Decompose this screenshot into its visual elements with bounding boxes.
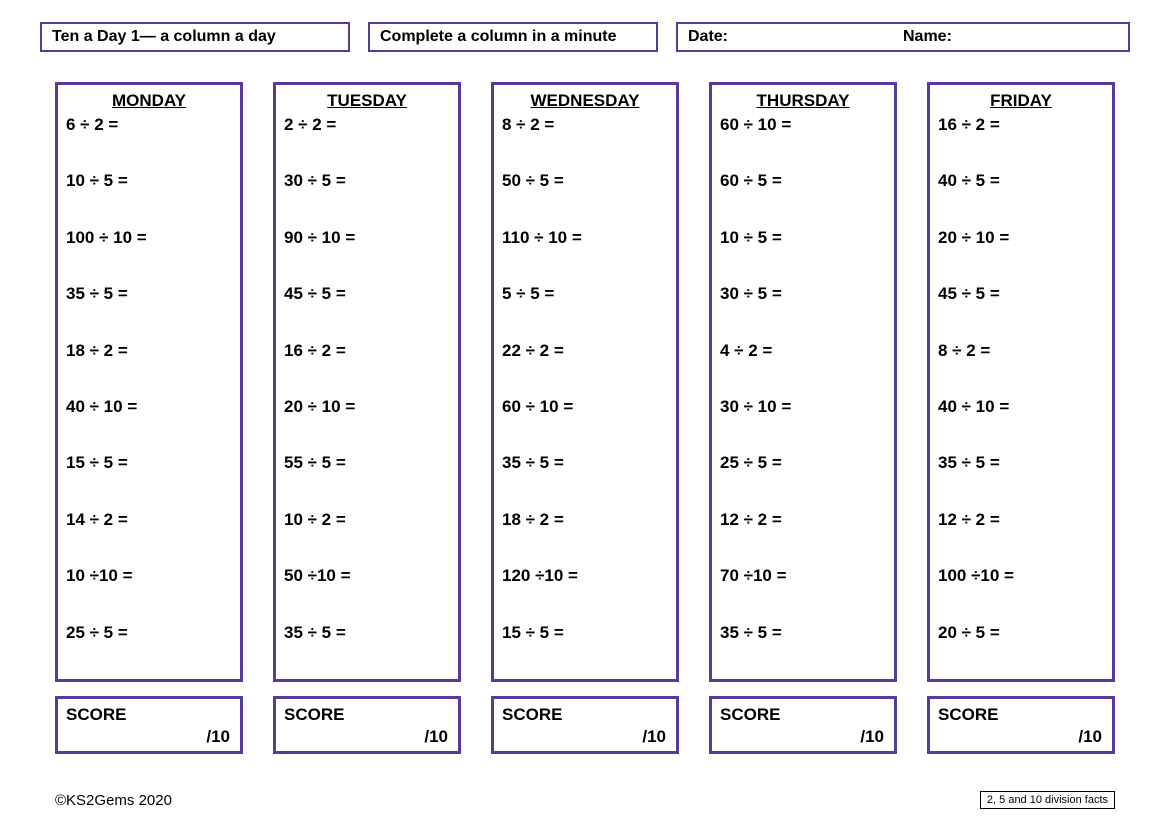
footer-note: 2, 5 and 10 division facts <box>980 791 1115 809</box>
day-column: WEDNESDAY 8 ÷ 2 = 50 ÷ 5 = 110 ÷ 10 = 5 ÷ 5 … <box>491 82 679 754</box>
problem: 18 ÷ 2 = <box>66 341 232 361</box>
problem: 35 ÷ 5 = <box>66 284 232 304</box>
problem: 30 ÷ 10 = <box>720 397 886 417</box>
date-label: Date: <box>688 28 903 46</box>
day-title: FRIDAY <box>938 91 1104 111</box>
score-box: SCORE/10 <box>273 696 461 754</box>
problem: 16 ÷ 2 = <box>284 341 450 361</box>
problem: 25 ÷ 5 = <box>66 623 232 643</box>
problem: 15 ÷ 5 = <box>66 453 232 473</box>
score-label: SCORE <box>720 705 886 725</box>
score-box: SCORE/10 <box>927 696 1115 754</box>
score-out-of: /10 <box>206 727 230 747</box>
score-box: SCORE/10 <box>55 696 243 754</box>
problem: 5 ÷ 5 = <box>502 284 668 304</box>
problem: 45 ÷ 5 = <box>938 284 1104 304</box>
day-column: THURSDAY 60 ÷ 10 = 60 ÷ 5 = 10 ÷ 5 = 30 ÷ 5 … <box>709 82 897 754</box>
score-box: SCORE/10 <box>709 696 897 754</box>
problem: 100 ÷10 = <box>938 566 1104 586</box>
day-title: MONDAY <box>66 91 232 111</box>
problem: 10 ÷ 5 = <box>66 171 232 191</box>
problem: 20 ÷ 5 = <box>938 623 1104 643</box>
day-box: THURSDAY 60 ÷ 10 = 60 ÷ 5 = 10 ÷ 5 = 30 ÷ 5 … <box>709 82 897 682</box>
problem: 35 ÷ 5 = <box>720 623 886 643</box>
problem: 16 ÷ 2 = <box>938 115 1104 135</box>
problem: 8 ÷ 2 = <box>938 341 1104 361</box>
score-out-of: /10 <box>860 727 884 747</box>
problem: 4 ÷ 2 = <box>720 341 886 361</box>
problem: 60 ÷ 10 = <box>502 397 668 417</box>
footer: ©KS2Gems 2020 2, 5 and 10 division facts <box>55 791 1115 809</box>
problem: 2 ÷ 2 = <box>284 115 450 135</box>
score-label: SCORE <box>284 705 450 725</box>
day-title: THURSDAY <box>720 91 886 111</box>
problem: 55 ÷ 5 = <box>284 453 450 473</box>
problem: 40 ÷ 5 = <box>938 171 1104 191</box>
problem: 110 ÷ 10 = <box>502 228 668 248</box>
problem: 120 ÷10 = <box>502 566 668 586</box>
day-box: TUESDAY 2 ÷ 2 = 30 ÷ 5 = 90 ÷ 10 = 45 ÷ 5 = 1… <box>273 82 461 682</box>
problem: 40 ÷ 10 = <box>938 397 1104 417</box>
problem: 35 ÷ 5 = <box>502 453 668 473</box>
problem: 14 ÷ 2 = <box>66 510 232 530</box>
score-label: SCORE <box>502 705 668 725</box>
problem: 8 ÷ 2 = <box>502 115 668 135</box>
problem: 60 ÷ 10 = <box>720 115 886 135</box>
problem: 10 ÷10 = <box>66 566 232 586</box>
problem: 20 ÷ 10 = <box>284 397 450 417</box>
problem: 50 ÷10 = <box>284 566 450 586</box>
problem: 20 ÷ 10 = <box>938 228 1104 248</box>
score-label: SCORE <box>66 705 232 725</box>
score-out-of: /10 <box>1078 727 1102 747</box>
problem: 60 ÷ 5 = <box>720 171 886 191</box>
day-column: FRIDAY 16 ÷ 2 = 40 ÷ 5 = 20 ÷ 10 = 45 ÷ 5 = 8… <box>927 82 1115 754</box>
problem: 10 ÷ 5 = <box>720 228 886 248</box>
day-box: WEDNESDAY 8 ÷ 2 = 50 ÷ 5 = 110 ÷ 10 = 5 ÷ 5 … <box>491 82 679 682</box>
problem: 22 ÷ 2 = <box>502 341 668 361</box>
problem: 35 ÷ 5 = <box>284 623 450 643</box>
problem: 30 ÷ 5 = <box>284 171 450 191</box>
score-box: SCORE/10 <box>491 696 679 754</box>
problem: 12 ÷ 2 = <box>938 510 1104 530</box>
score-label: SCORE <box>938 705 1104 725</box>
problem: 25 ÷ 5 = <box>720 453 886 473</box>
problem: 70 ÷10 = <box>720 566 886 586</box>
problem: 15 ÷ 5 = <box>502 623 668 643</box>
problem: 50 ÷ 5 = <box>502 171 668 191</box>
day-title: WEDNESDAY <box>502 91 668 111</box>
problem: 40 ÷ 10 = <box>66 397 232 417</box>
header-row: Ten a Day 1— a column a day Complete a c… <box>0 0 1170 52</box>
problem: 45 ÷ 5 = <box>284 284 450 304</box>
problem: 35 ÷ 5 = <box>938 453 1104 473</box>
columns-container: MONDAY 6 ÷ 2 = 10 ÷ 5 = 100 ÷ 10 = 35 ÷ 5 = 1… <box>0 52 1170 754</box>
score-out-of: /10 <box>642 727 666 747</box>
problem: 12 ÷ 2 = <box>720 510 886 530</box>
problem: 18 ÷ 2 = <box>502 510 668 530</box>
day-title: TUESDAY <box>284 91 450 111</box>
day-column: TUESDAY 2 ÷ 2 = 30 ÷ 5 = 90 ÷ 10 = 45 ÷ 5 = 1… <box>273 82 461 754</box>
name-label: Name: <box>903 28 1118 46</box>
problem: 30 ÷ 5 = <box>720 284 886 304</box>
copyright-text: ©KS2Gems 2020 <box>55 792 172 809</box>
problem: 100 ÷ 10 = <box>66 228 232 248</box>
score-out-of: /10 <box>424 727 448 747</box>
header-box-date-name: Date: Name: <box>676 22 1130 52</box>
problem: 10 ÷ 2 = <box>284 510 450 530</box>
day-box: FRIDAY 16 ÷ 2 = 40 ÷ 5 = 20 ÷ 10 = 45 ÷ 5 = 8… <box>927 82 1115 682</box>
problem: 90 ÷ 10 = <box>284 228 450 248</box>
day-column: MONDAY 6 ÷ 2 = 10 ÷ 5 = 100 ÷ 10 = 35 ÷ 5 = 1… <box>55 82 243 754</box>
problem: 6 ÷ 2 = <box>66 115 232 135</box>
day-box: MONDAY 6 ÷ 2 = 10 ÷ 5 = 100 ÷ 10 = 35 ÷ 5 = 1… <box>55 82 243 682</box>
header-box-instruction: Complete a column in a minute <box>368 22 658 52</box>
header-box-title: Ten a Day 1— a column a day <box>40 22 350 52</box>
